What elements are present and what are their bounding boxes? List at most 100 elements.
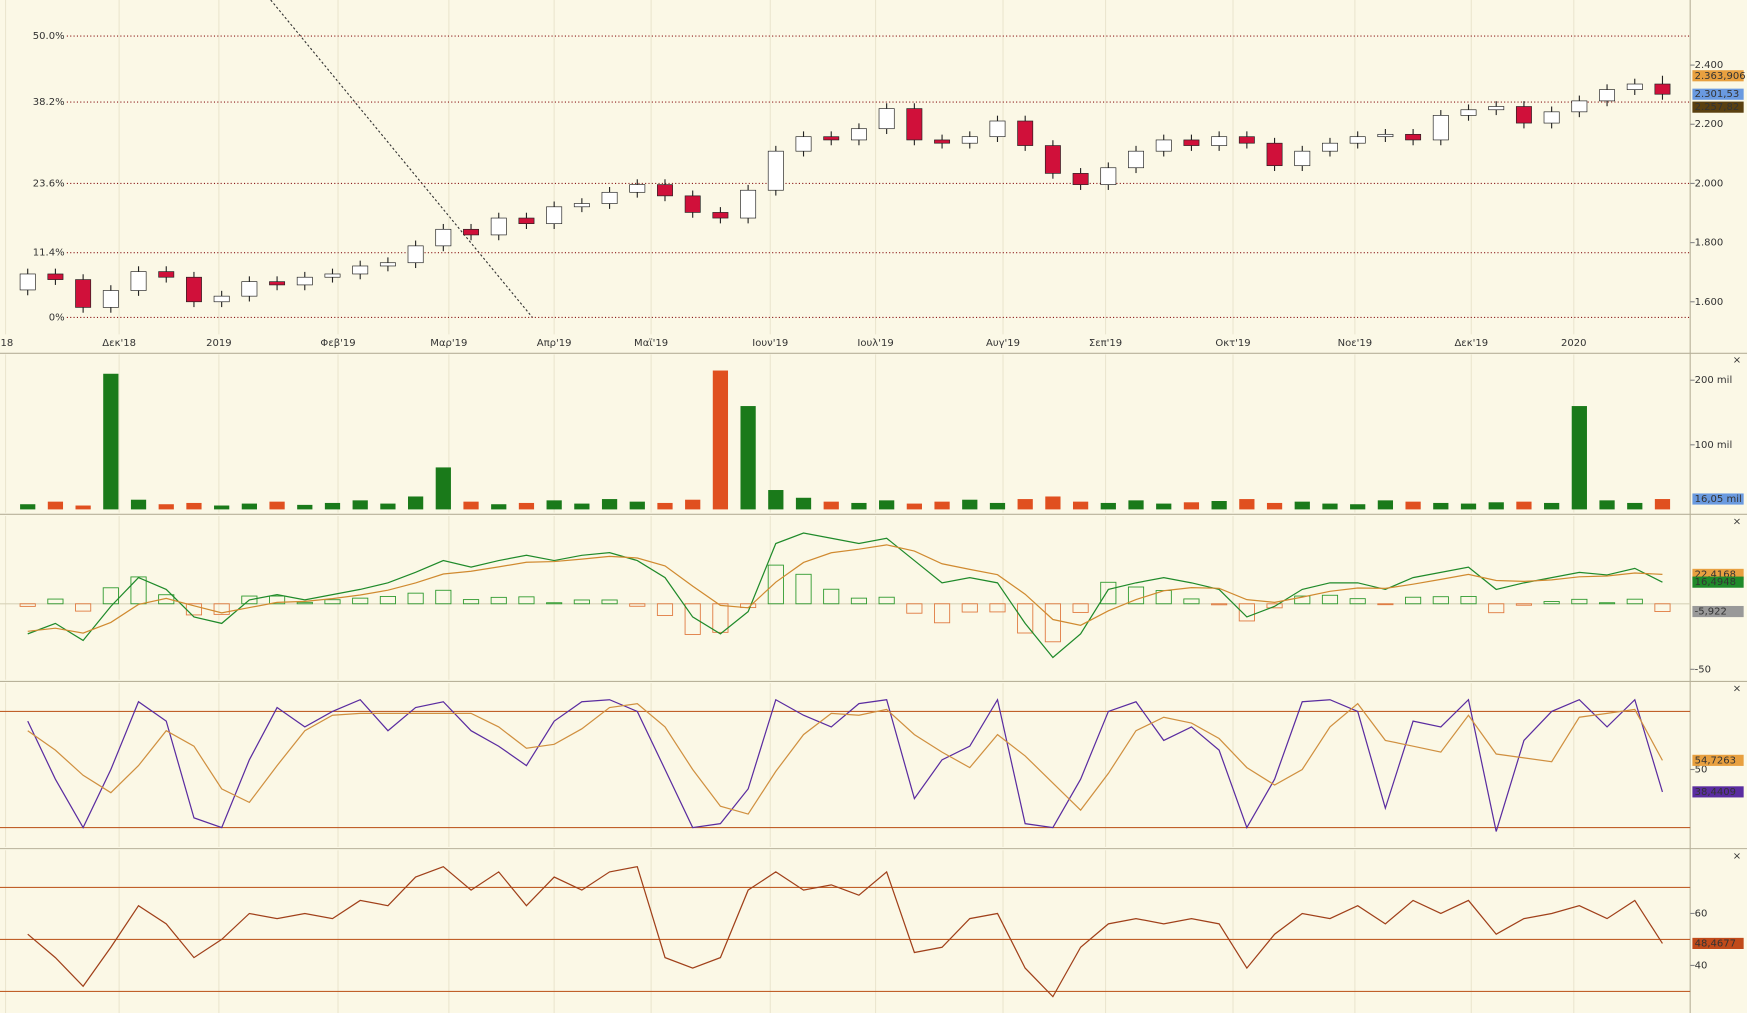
volume-bar xyxy=(601,499,618,510)
histogram-bar xyxy=(1571,598,1588,605)
candle-body xyxy=(158,271,175,278)
candle-body xyxy=(961,136,978,144)
fib-label: 50.0% xyxy=(33,31,65,42)
candle-body xyxy=(989,120,1006,138)
histogram-bar xyxy=(546,602,563,605)
x-tick-label: Απρ'19 xyxy=(537,338,572,349)
volume-bar xyxy=(906,503,922,510)
candle-body xyxy=(1654,83,1671,95)
last-value-tag xyxy=(1692,568,1744,580)
panel-close[interactable]: × xyxy=(1733,684,1741,695)
candle-body xyxy=(1100,167,1117,185)
histogram-bar xyxy=(573,599,590,605)
volume-bar xyxy=(657,502,673,510)
candle-body xyxy=(352,265,369,275)
histogram-bar xyxy=(1238,603,1255,622)
candle-body xyxy=(518,217,535,225)
fib-label: 11.4% xyxy=(33,248,65,259)
volume-bar xyxy=(1211,501,1227,510)
x-tick-label: Αυγ'19 xyxy=(986,338,1020,349)
histogram-bar xyxy=(1211,603,1228,606)
histogram-bar xyxy=(656,603,674,616)
volume-bar xyxy=(186,502,202,510)
volume-bar xyxy=(1433,502,1449,510)
histogram-bar xyxy=(47,598,64,605)
volume-bar xyxy=(712,370,729,510)
volume-bar xyxy=(768,490,784,510)
volume-bar xyxy=(1405,501,1421,510)
histogram-bar xyxy=(296,601,313,605)
x-tick-label: '18 xyxy=(0,338,13,349)
candle-body xyxy=(1183,139,1200,146)
histogram-bar xyxy=(989,603,1006,613)
last-value-tag xyxy=(1692,754,1744,766)
volume-bar xyxy=(1377,500,1394,510)
x-tick-label: Μαρ'19 xyxy=(430,338,467,349)
x-tick-label: 2020 xyxy=(1561,338,1586,349)
last-value-tag xyxy=(1692,493,1744,505)
histogram-bar xyxy=(158,594,175,605)
volume-bar xyxy=(1045,496,1061,510)
panel-close[interactable]: × xyxy=(1733,355,1741,366)
volume-bar xyxy=(1266,502,1283,510)
histogram-bar xyxy=(1321,594,1339,605)
candle-body xyxy=(767,150,784,191)
candle-body xyxy=(546,206,563,225)
volume-bar xyxy=(47,501,64,510)
candle-body xyxy=(241,281,258,297)
histogram-bar xyxy=(1100,581,1117,605)
histogram-bar xyxy=(1017,603,1034,634)
panel-close[interactable]: × xyxy=(1733,517,1741,528)
volume-bar xyxy=(463,501,479,510)
candle-body xyxy=(130,271,147,291)
candle-body xyxy=(186,276,202,303)
y-tick-label: 100 mil xyxy=(1695,440,1733,451)
last-value-label: 48,4677 xyxy=(1695,938,1736,949)
histogram-bar xyxy=(1460,595,1477,605)
volume-bar xyxy=(1544,502,1560,510)
x-tick-label: 2019 xyxy=(206,338,231,349)
volume-bar xyxy=(1072,501,1089,510)
panel-close[interactable]: × xyxy=(1733,851,1741,862)
histogram-bar xyxy=(934,603,951,624)
volume-bar xyxy=(629,501,645,510)
x-tick-label: Ιουλ'19 xyxy=(857,338,893,349)
histogram-bar xyxy=(795,573,812,605)
histogram-bar xyxy=(1432,596,1449,605)
volume-bar xyxy=(75,505,91,510)
candle-body xyxy=(379,262,396,267)
candle-body xyxy=(1571,100,1588,113)
last-value-tag xyxy=(1692,88,1744,100)
candle-body xyxy=(906,108,923,141)
candle-body xyxy=(740,189,757,219)
candle-body xyxy=(934,139,951,144)
volume-bar xyxy=(1571,406,1587,510)
series-line xyxy=(27,544,1663,634)
histogram-bar xyxy=(518,596,535,605)
y-tick-label: 50 xyxy=(1695,764,1708,775)
candle-body xyxy=(19,273,36,291)
histogram-bar xyxy=(352,597,369,605)
volume-bar xyxy=(962,499,978,510)
last-value-label: 16,4948 xyxy=(1695,577,1736,588)
histogram-bar xyxy=(1654,603,1671,612)
volume-bar xyxy=(435,467,451,510)
candle-body xyxy=(1294,150,1311,167)
candle-body xyxy=(573,203,590,208)
histogram-bar xyxy=(490,596,507,605)
x-tick-label: Σεπ'19 xyxy=(1089,338,1122,349)
histogram-bar xyxy=(19,603,36,607)
candle-body xyxy=(1238,136,1255,144)
volume-bar xyxy=(1322,503,1338,510)
histogram-bar xyxy=(213,603,230,615)
volume-bar xyxy=(352,500,368,510)
last-value-label: 54,7263 xyxy=(1695,755,1736,766)
candle-body xyxy=(407,245,424,264)
candle-body xyxy=(1155,139,1172,152)
histogram-bar xyxy=(1349,598,1366,605)
last-value-tag xyxy=(1692,786,1744,798)
last-value-label: 38,4409 xyxy=(1695,787,1736,798)
candle-body xyxy=(1432,115,1449,141)
candle-body xyxy=(629,184,646,193)
